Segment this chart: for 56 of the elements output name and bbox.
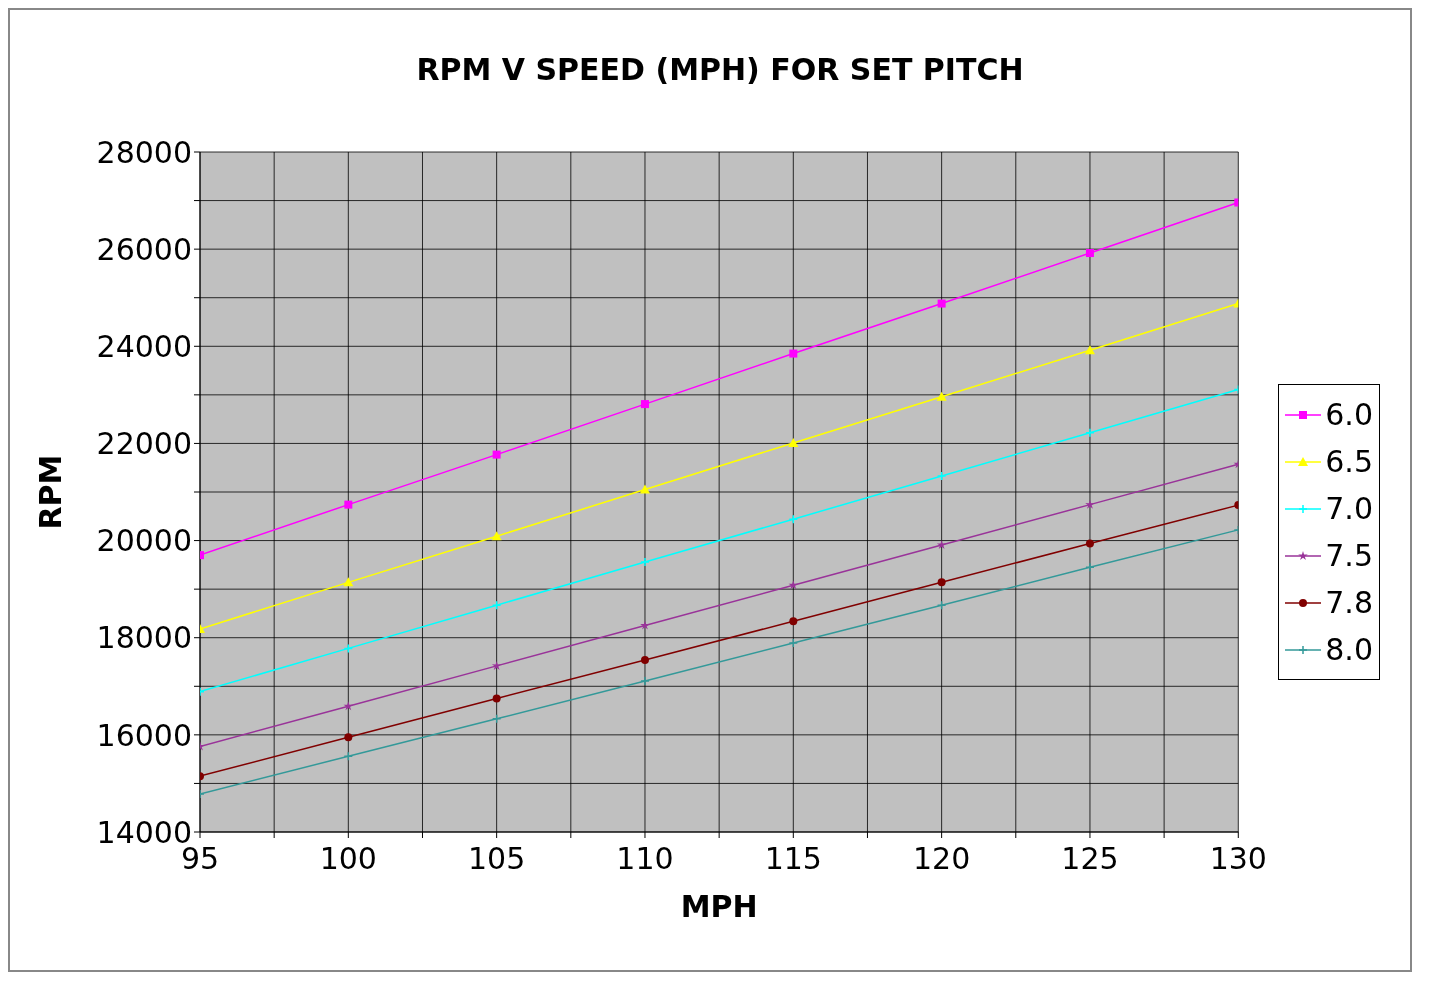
point — [491, 714, 502, 724]
point — [936, 391, 947, 401]
point — [492, 450, 501, 459]
point — [343, 751, 354, 761]
x-tick-label: 120 — [913, 841, 971, 877]
x-tick-label: 130 — [1209, 841, 1267, 877]
x-tick-label: 100 — [319, 841, 377, 877]
point — [1084, 345, 1095, 355]
point — [1085, 539, 1094, 548]
point — [937, 578, 946, 587]
y-axis-title: RPM — [32, 454, 68, 530]
legend-label: 7.5 — [1325, 538, 1373, 573]
point — [343, 577, 354, 587]
point — [936, 471, 947, 481]
x-tick-label: 105 — [468, 841, 526, 877]
x-tick-label: 115 — [764, 841, 822, 877]
point — [788, 638, 799, 648]
point — [640, 656, 649, 665]
legend-label: 6.5 — [1325, 444, 1373, 479]
point — [937, 299, 946, 308]
legend-label: 6.0 — [1325, 397, 1373, 432]
y-tick-label: 26000 — [96, 231, 192, 267]
point — [640, 400, 649, 409]
x-tick-label: 125 — [1061, 841, 1119, 877]
point — [789, 349, 798, 358]
point — [936, 600, 947, 610]
point — [344, 733, 353, 742]
point — [788, 514, 799, 524]
point — [491, 660, 502, 670]
x-axis-title: MPH — [680, 889, 758, 924]
point — [491, 600, 502, 610]
legend-label: 8.0 — [1325, 632, 1373, 667]
point — [788, 437, 799, 447]
chart-title: RPM V SPEED (MPH) FOR SET PITCH — [415, 51, 1025, 89]
y-tick-label: 20000 — [96, 523, 192, 559]
legend-label: 7.8 — [1325, 585, 1373, 620]
point — [1085, 562, 1095, 573]
y-tick-label: 24000 — [96, 328, 192, 364]
point — [344, 500, 353, 509]
point — [491, 531, 502, 541]
point — [640, 676, 650, 686]
point — [639, 484, 650, 494]
point — [1085, 427, 1095, 438]
y-tick-label: 22000 — [96, 426, 192, 462]
point — [1085, 249, 1094, 258]
x-tick-label: 110 — [616, 841, 674, 877]
y-tick-label: 16000 — [96, 717, 192, 753]
point — [343, 701, 354, 711]
point — [936, 539, 947, 549]
point — [492, 694, 501, 703]
legend-label: 7.0 — [1325, 491, 1373, 526]
point — [788, 580, 799, 590]
point — [640, 557, 650, 567]
point — [789, 617, 798, 626]
y-tick-label: 28000 — [96, 134, 192, 170]
y-tick-label: 18000 — [96, 620, 192, 656]
